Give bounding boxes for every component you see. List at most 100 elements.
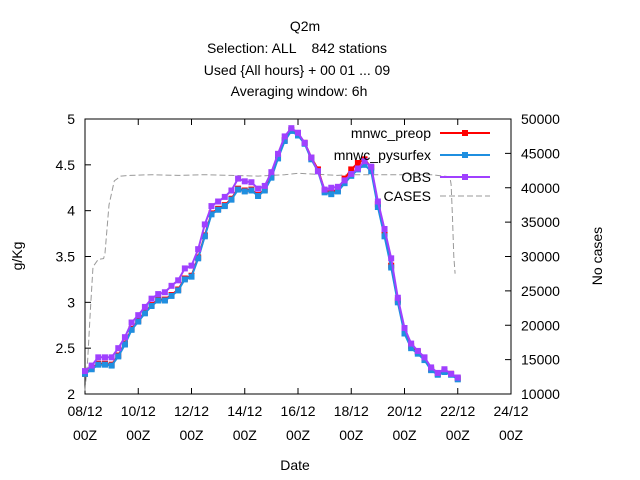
data-point <box>215 206 222 213</box>
axis-ticks: 08/12 00Z 10/12 00Z 12/12 00Z 14/12 00Z 16/12 00Z… <box>56 111 561 443</box>
data-point <box>401 325 408 331</box>
x-tick-label-date: 08/12 <box>67 403 102 419</box>
y2-tick-label: 20000 <box>521 317 560 333</box>
data-point <box>175 277 182 284</box>
data-point <box>121 341 128 348</box>
data-point <box>408 345 415 352</box>
data-point <box>454 374 461 381</box>
data-point <box>381 233 388 240</box>
y2-tick-label: 40000 <box>521 180 560 196</box>
legend-label: mnwc_preop <box>351 125 431 141</box>
data-point <box>434 369 441 376</box>
data-point <box>115 353 122 360</box>
plot-area-frame <box>84 118 512 395</box>
data-point <box>201 221 208 228</box>
data-point <box>354 160 361 166</box>
series-line-cases <box>84 172 456 391</box>
data-point <box>135 312 142 319</box>
data-point <box>235 186 242 193</box>
data-point <box>441 366 448 373</box>
data-point <box>248 187 255 194</box>
y2-tick-label: 25000 <box>521 283 560 299</box>
x-tick-label-date: 22/12 <box>440 403 475 419</box>
data-point <box>421 354 428 361</box>
y-tick-label: 4 <box>67 203 75 219</box>
x-tick-label-hour: 00Z <box>286 427 311 443</box>
data-point <box>201 233 208 240</box>
legend-label: mnwc_pysurfex <box>334 147 431 163</box>
data-point <box>381 226 388 232</box>
data-point <box>181 265 188 272</box>
data-point <box>175 287 182 294</box>
data-point <box>128 326 135 333</box>
legend-label: OBS <box>401 169 431 185</box>
x-tick-label-date: 14/12 <box>227 403 262 419</box>
data-point <box>215 198 222 205</box>
title-line-1: Q2m <box>290 18 320 34</box>
data-series <box>82 125 461 391</box>
data-point <box>328 184 335 191</box>
data-point <box>354 165 361 172</box>
data-point <box>241 188 248 195</box>
x-tick-label-hour: 00Z <box>126 427 151 443</box>
data-point <box>241 178 248 185</box>
title-line-4: Averaging window: 6h <box>231 83 368 99</box>
x-tick-label-hour: 00Z <box>233 427 258 443</box>
y-tick-label: 4.5 <box>56 157 76 173</box>
series-line-mnwc-preop <box>84 128 459 380</box>
data-point <box>314 168 321 175</box>
y2-tick-label: 50000 <box>521 111 560 127</box>
legend-marker <box>462 174 468 180</box>
data-point <box>448 370 455 377</box>
data-point <box>82 368 88 375</box>
data-point <box>248 179 255 186</box>
data-point <box>148 295 155 302</box>
data-point <box>221 193 228 200</box>
x-axis-label: Date <box>280 457 310 473</box>
data-point <box>368 163 375 170</box>
x-tick-label-date: 10/12 <box>121 403 156 419</box>
data-point <box>155 291 162 298</box>
data-point <box>168 282 175 289</box>
data-point <box>141 303 148 310</box>
data-point <box>101 354 108 361</box>
data-point <box>394 294 401 301</box>
data-point <box>168 292 175 299</box>
x-tick-label-date: 18/12 <box>334 403 369 419</box>
data-point <box>281 133 288 140</box>
data-point <box>88 362 95 369</box>
data-point <box>108 354 115 361</box>
y-tick-label: 3.5 <box>56 249 76 265</box>
y-tick-label: 2.5 <box>56 340 76 356</box>
x-tick-label-date: 24/12 <box>493 403 528 419</box>
y2-tick-label: 15000 <box>521 352 560 368</box>
legend-marker <box>462 130 468 136</box>
x-tick-label-hour: 00Z <box>392 427 417 443</box>
data-point <box>181 276 188 283</box>
data-point <box>108 362 115 369</box>
data-point <box>334 183 341 190</box>
x-tick-label-hour: 00Z <box>446 427 471 443</box>
data-point <box>328 191 335 198</box>
data-point <box>95 361 102 368</box>
data-point <box>255 193 262 199</box>
data-point <box>148 303 155 309</box>
data-point <box>334 188 341 195</box>
y2-tick-label: 35000 <box>521 214 560 230</box>
data-point <box>268 169 275 176</box>
data-point <box>361 158 368 165</box>
data-point <box>228 196 235 203</box>
chart-title: Q2m Selection: ALL 842 stations Used {Al… <box>204 18 391 99</box>
data-point <box>268 174 275 181</box>
data-point <box>261 187 268 194</box>
data-point <box>235 175 242 182</box>
data-point <box>208 211 215 218</box>
y2-tick-label: 10000 <box>521 386 560 402</box>
data-point <box>288 125 295 132</box>
data-point <box>281 138 288 144</box>
data-point <box>188 262 195 269</box>
y-tick-label: 5 <box>67 111 75 127</box>
title-line-2: Selection: ALL 842 stations <box>207 40 387 56</box>
x-tick-label-hour: 00Z <box>73 427 98 443</box>
